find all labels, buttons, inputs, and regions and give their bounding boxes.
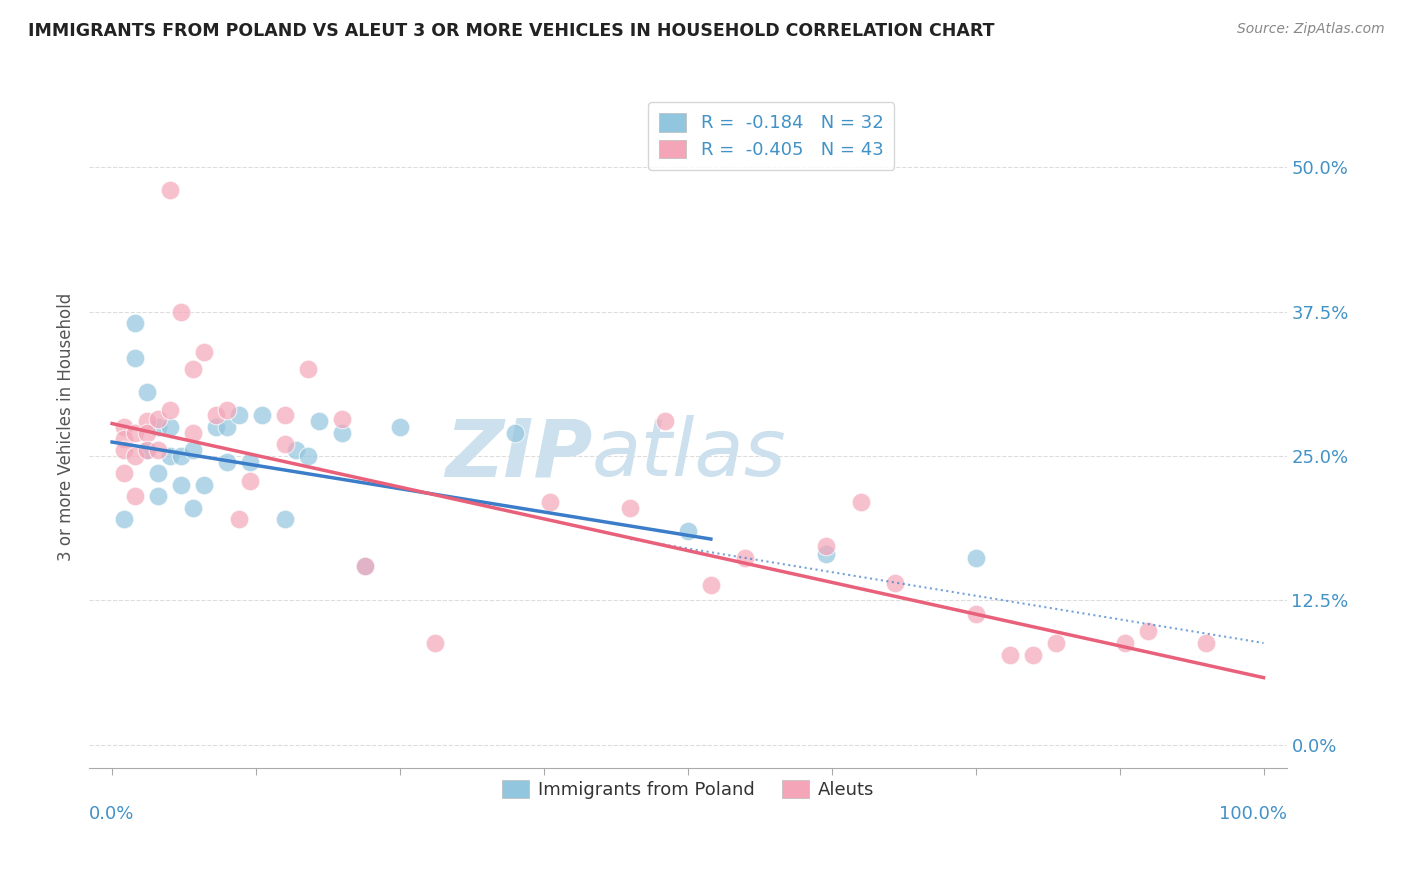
Point [135, 414, 157, 428]
Text: atlas: atlas [592, 416, 787, 493]
Point [332, 425, 354, 440]
Point [619, 500, 641, 515]
Point [1022, 648, 1045, 662]
Point [204, 420, 226, 434]
Point [124, 449, 146, 463]
Point [181, 425, 204, 440]
Point [239, 455, 262, 469]
Point [159, 449, 181, 463]
Point [170, 449, 193, 463]
Point [228, 512, 250, 526]
Point [503, 425, 526, 440]
Point [135, 443, 157, 458]
Point [112, 512, 135, 526]
Point [170, 477, 193, 491]
Point [146, 443, 169, 458]
Point [204, 409, 226, 423]
Text: 100.0%: 100.0% [1219, 805, 1286, 823]
Point [332, 412, 354, 426]
Text: Source: ZipAtlas.com: Source: ZipAtlas.com [1237, 22, 1385, 37]
Point [135, 425, 157, 440]
Point [239, 475, 262, 489]
Point [965, 550, 987, 565]
Point [112, 420, 135, 434]
Point [1137, 624, 1160, 639]
Text: IMMIGRANTS FROM POLAND VS ALEUT 3 OR MORE VEHICLES IN HOUSEHOLD CORRELATION CHAR: IMMIGRANTS FROM POLAND VS ALEUT 3 OR MOR… [28, 22, 994, 40]
Y-axis label: 3 or more Vehicles in Household: 3 or more Vehicles in Household [58, 293, 75, 561]
Point [388, 420, 411, 434]
Point [354, 558, 377, 573]
Point [181, 500, 204, 515]
Point [124, 489, 146, 503]
Point [181, 362, 204, 376]
Point [159, 183, 181, 197]
Point [274, 409, 297, 423]
Point [228, 409, 250, 423]
Point [193, 477, 215, 491]
Point [112, 467, 135, 481]
Point [135, 443, 157, 458]
Point [814, 547, 837, 561]
Point [297, 362, 319, 376]
Point [217, 455, 239, 469]
Point [112, 432, 135, 446]
Point [181, 443, 204, 458]
Point [1195, 636, 1218, 650]
Point [146, 489, 169, 503]
Point [170, 304, 193, 318]
Point [849, 495, 872, 509]
Point [274, 437, 297, 451]
Point [274, 512, 297, 526]
Point [354, 558, 377, 573]
Point [700, 578, 723, 592]
Point [1000, 648, 1022, 662]
Point [135, 385, 157, 400]
Point [217, 420, 239, 434]
Point [146, 420, 169, 434]
Point [124, 351, 146, 365]
Point [538, 495, 561, 509]
Text: 0.0%: 0.0% [89, 805, 135, 823]
Point [159, 420, 181, 434]
Point [285, 443, 308, 458]
Point [250, 409, 273, 423]
Point [965, 607, 987, 621]
Point [159, 402, 181, 417]
Point [884, 576, 907, 591]
Point [676, 524, 699, 538]
Point [734, 550, 756, 565]
Point [146, 467, 169, 481]
Point [1045, 636, 1067, 650]
Legend: Immigrants from Poland, Aleuts: Immigrants from Poland, Aleuts [495, 772, 882, 806]
Point [124, 316, 146, 330]
Point [217, 402, 239, 417]
Point [423, 636, 446, 650]
Point [112, 443, 135, 458]
Point [1114, 636, 1136, 650]
Text: ZIP: ZIP [444, 416, 592, 493]
Point [814, 539, 837, 553]
Point [193, 345, 215, 359]
Point [297, 449, 319, 463]
Point [308, 414, 330, 428]
Point [124, 425, 146, 440]
Point [146, 412, 169, 426]
Point [654, 414, 676, 428]
